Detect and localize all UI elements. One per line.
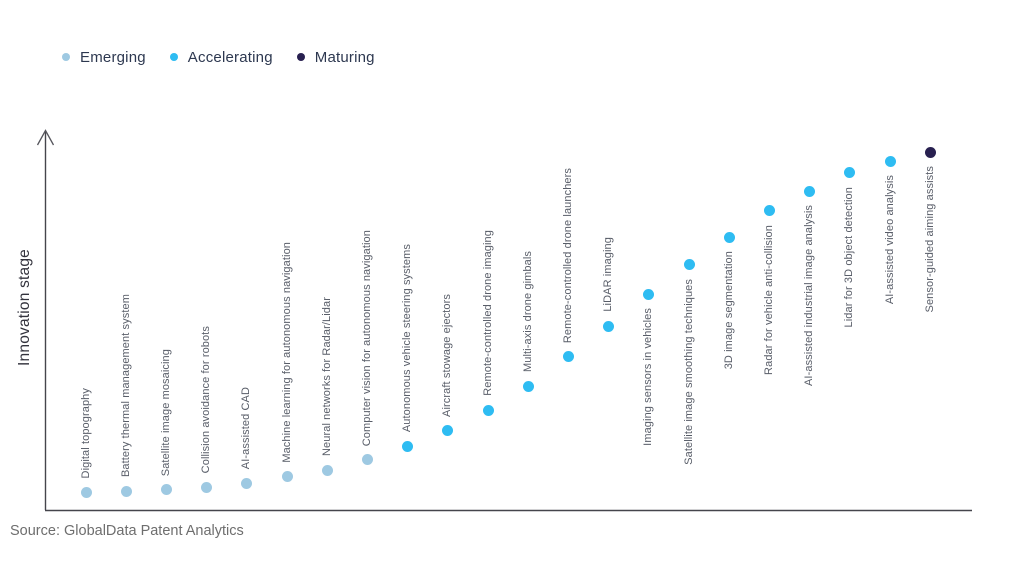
legend-item-accelerating: Accelerating bbox=[169, 48, 273, 66]
legend-item-maturing: Maturing bbox=[296, 48, 375, 66]
data-point-dot bbox=[361, 454, 373, 466]
legend-item-emerging: Emerging bbox=[62, 49, 146, 66]
data-point-label: Neural networks for Radar/Lidar bbox=[320, 297, 333, 457]
data-point-label: Battery thermal management system bbox=[119, 293, 132, 477]
data-point-dot bbox=[924, 146, 936, 158]
data-point-dot bbox=[281, 471, 293, 483]
data-point-dot bbox=[683, 259, 695, 271]
data-point-dot bbox=[804, 185, 816, 197]
data-point-dot bbox=[482, 404, 494, 416]
data-point-dot bbox=[80, 487, 92, 499]
data-point-label: Radar for vehicle anti-collision bbox=[762, 224, 775, 375]
data-point-dot bbox=[844, 167, 856, 179]
source-note: Source: GlobalData Patent Analytics bbox=[10, 523, 244, 539]
data-point-dot bbox=[723, 231, 735, 243]
data-point-dot bbox=[160, 484, 172, 496]
data-point-label: LiDAR imaging bbox=[602, 237, 615, 313]
data-point-label: Lidar for 3D object detection bbox=[843, 186, 856, 328]
legend-label: Emerging bbox=[80, 48, 146, 66]
data-point-dot bbox=[442, 425, 454, 437]
data-point-dot bbox=[241, 477, 253, 489]
data-point-label: Remote-controlled drone imaging bbox=[481, 230, 494, 397]
data-point-dot bbox=[603, 320, 615, 332]
data-point-label: Aircraft stowage ejectors bbox=[441, 294, 454, 417]
data-point-dot bbox=[402, 440, 414, 452]
data-point-dot bbox=[562, 351, 574, 363]
data-point-dot bbox=[763, 205, 775, 217]
data-point-label: Multi-axis drone gimbals bbox=[521, 251, 534, 373]
emerging-dot-icon bbox=[62, 53, 70, 61]
data-point-dot bbox=[120, 485, 132, 497]
data-point-label: Computer vision for autonomous navigatio… bbox=[360, 229, 373, 446]
data-point-dot bbox=[201, 481, 213, 493]
legend-label: Maturing bbox=[314, 48, 375, 66]
data-point-dot bbox=[884, 155, 896, 167]
data-point-label: 3D image segmentation bbox=[722, 251, 735, 370]
data-point-label: Sensor-guided aiming assists bbox=[923, 166, 936, 313]
data-point-label: Autonomous vehicle steering systems bbox=[401, 244, 414, 433]
data-point-dot bbox=[643, 288, 655, 300]
data-point-label: AI-assisted industrial image analysis bbox=[803, 205, 816, 387]
accelerating-dot-icon bbox=[169, 53, 178, 61]
data-point-label: Digital topography bbox=[79, 388, 92, 479]
data-point-label: Remote-controlled drone launchers bbox=[561, 167, 574, 343]
data-point-label: Collision avoidance for robots bbox=[200, 325, 213, 474]
data-point-label: Satellite image mosaicing bbox=[159, 348, 172, 476]
chart-legend: Emerging Accelerating Maturing bbox=[62, 48, 375, 66]
data-point-label: AI-assisted CAD bbox=[240, 386, 253, 470]
legend-label: Accelerating bbox=[187, 48, 273, 66]
data-point-dot bbox=[321, 464, 333, 476]
y-axis-title: Innovation stage bbox=[16, 249, 33, 366]
data-point-dot bbox=[522, 380, 534, 392]
data-point-label: Satellite image smoothing techniques bbox=[682, 278, 695, 465]
data-point-label: AI-assisted video analysis bbox=[883, 175, 896, 305]
y-axis-arrow-icon bbox=[36, 129, 55, 146]
maturing-dot-icon bbox=[296, 53, 305, 61]
data-point-label: Machine learning for autonomous navigati… bbox=[280, 242, 293, 463]
data-point-label: Imaging sensors in vehicles bbox=[642, 308, 655, 446]
